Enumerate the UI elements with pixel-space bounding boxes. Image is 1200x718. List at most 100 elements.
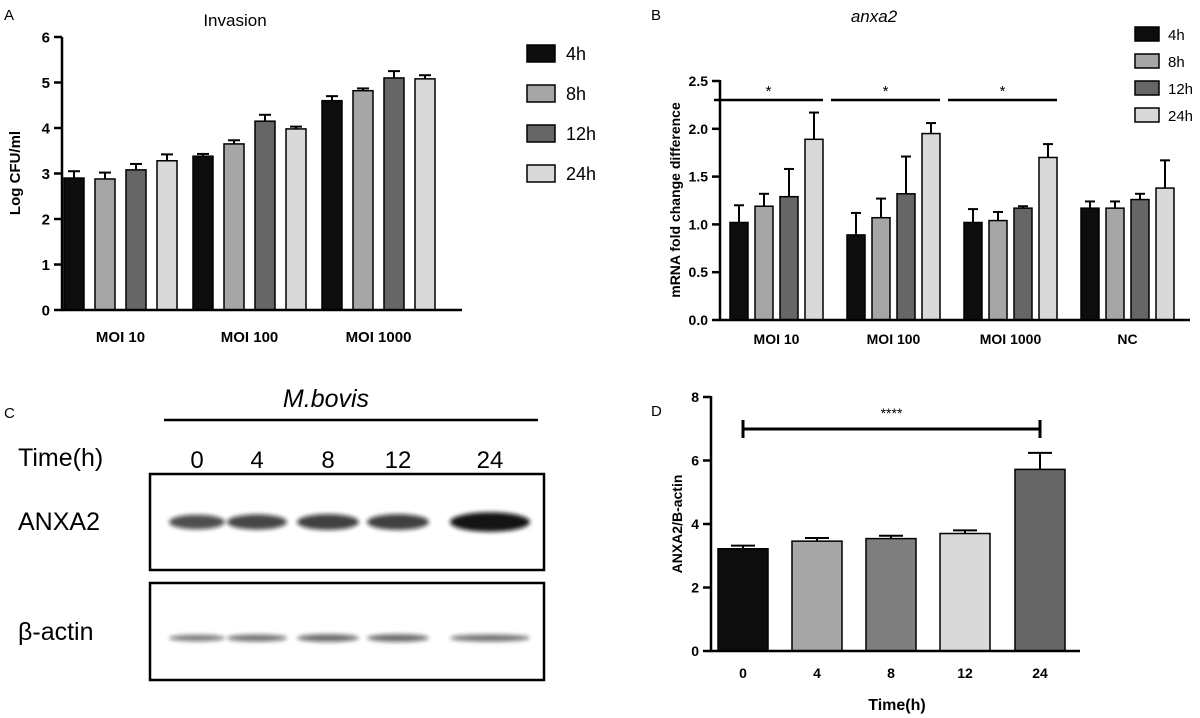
bar-24h-nc [1155, 187, 1175, 321]
y-tick-label: 1 [42, 257, 50, 274]
category-label: 12 [957, 665, 973, 681]
bar-12h-moi-10 [779, 195, 799, 321]
panel-b-y-axis-label: mRNA fold change difference [667, 102, 683, 298]
y-tick-label: 0.5 [689, 264, 709, 280]
category-label: 4 [813, 665, 821, 681]
significance-marker: **** [881, 405, 903, 421]
bar-4h-moi-100 [846, 234, 866, 321]
panel-b-bars [729, 111, 1175, 321]
panel-a-x-axis: MOI 10 MOI 100 MOI 1000 [96, 329, 412, 346]
category-label: MOI 100 [867, 331, 921, 347]
bar-8h-nc [1105, 207, 1125, 321]
panel-b-x-axis: MOI 10 MOI 100 MOI 1000 NC [754, 331, 1138, 347]
bar-4h-moi-10 [729, 221, 749, 321]
panel-a-label: A [4, 7, 14, 24]
bar-time-24 [1014, 468, 1066, 652]
bar-4h-moi-100 [192, 155, 214, 311]
bar-24h-moi-100 [285, 128, 307, 311]
legend-swatch-8h [526, 84, 556, 103]
significance-marker: * [883, 83, 889, 100]
category-label: MOI 10 [96, 329, 145, 346]
significance-marker: * [766, 83, 772, 100]
bar-4h-moi-10 [63, 177, 85, 311]
panel-c-label: C [4, 405, 15, 422]
bar-24h-moi-100 [921, 132, 941, 321]
legend-label: 8h [1168, 54, 1185, 71]
panel-b-y-axis: 0.0 0.5 1.0 1.5 2.0 2.5 [689, 73, 720, 328]
category-label: 24 [1032, 665, 1048, 681]
legend-swatch-4h [1134, 26, 1160, 42]
bar-8h-moi-100 [871, 216, 891, 321]
bar-8h-moi-1000 [988, 219, 1008, 321]
blot-row-label-actin: β-actin [18, 618, 94, 646]
panel-b-legend: 4h 8h 12h 24h [1134, 26, 1193, 125]
legend-label: 4h [566, 44, 586, 64]
significance-marker: * [1000, 83, 1006, 100]
y-tick-label: 3 [42, 166, 50, 183]
legend-label: 12h [566, 124, 596, 144]
legend-label: 24h [1168, 108, 1193, 125]
bar-12h-moi-100 [254, 120, 276, 311]
y-tick-label: 2.0 [689, 121, 709, 137]
y-tick-label: 6 [691, 453, 699, 469]
blot-band-actin-lane [169, 634, 225, 642]
legend-label: 8h [566, 84, 586, 104]
category-label: MOI 1000 [346, 329, 412, 346]
legend-label: 24h [566, 164, 596, 184]
bar-time-0 [717, 548, 769, 652]
blot-time-label: Time(h) [18, 444, 103, 472]
blot-band-actin-lane [450, 634, 530, 642]
bar-4h-nc [1080, 207, 1100, 321]
category-label: MOI 10 [754, 331, 800, 347]
blot-band-anxa2-lane [169, 514, 225, 530]
y-tick-label: 1.5 [689, 169, 709, 185]
y-tick-label: 0 [691, 643, 699, 659]
bar-24h-moi-10 [156, 160, 178, 311]
panel-d-significance: **** [741, 405, 1042, 438]
bar-24h-moi-1000 [1038, 156, 1058, 321]
blot-bands [169, 512, 530, 642]
category-label: 0 [739, 665, 747, 681]
category-label: NC [1117, 331, 1137, 347]
legend-label: 4h [1168, 27, 1185, 44]
bar-8h-moi-10 [94, 178, 116, 311]
y-tick-label: 5 [42, 75, 50, 92]
legend-swatch-8h [1134, 53, 1160, 69]
blot-band-anxa2-lane [367, 514, 429, 530]
bar-24h-moi-1000 [414, 78, 436, 311]
y-tick-label: 1.0 [689, 216, 709, 232]
panel-a-legend: 4h 8h 12h 24h [526, 44, 596, 184]
blot-lane-label: 4 [250, 447, 263, 474]
y-tick-label: 4 [42, 120, 51, 137]
y-tick-label: 8 [691, 389, 699, 405]
panel-b-significance: * * * [714, 83, 1057, 102]
legend-swatch-12h [526, 124, 556, 143]
bar-4h-moi-1000 [963, 221, 983, 321]
bar-8h-moi-1000 [352, 89, 374, 311]
legend-swatch-24h [526, 164, 556, 183]
legend-swatch-12h [1134, 80, 1160, 96]
bar-24h-moi-10 [804, 138, 824, 321]
panel-a-y-axis: 0 1 2 3 4 5 6 [42, 29, 62, 319]
bar-time-4 [791, 540, 843, 652]
bar-8h-moi-10 [754, 205, 774, 321]
bar-time-12 [939, 532, 991, 652]
category-label: 8 [887, 665, 895, 681]
y-tick-label: 2.5 [689, 73, 709, 89]
y-tick-label: 4 [691, 516, 699, 532]
panel-d-y-axis: 0 2 4 6 8 [691, 389, 711, 659]
y-tick-label: 2 [42, 211, 50, 228]
y-tick-label: 6 [42, 29, 50, 46]
panel-d-x-axis-label: Time(h) [868, 697, 925, 714]
bar-12h-moi-100 [896, 193, 916, 321]
blot-lane-labels: 0 4 8 12 24 [190, 447, 503, 474]
category-label: MOI 1000 [980, 331, 1042, 347]
blot-row-label-anxa2: ANXA2 [18, 508, 100, 536]
category-label: MOI 100 [221, 329, 279, 346]
panel-b-label: B [651, 7, 661, 24]
y-tick-label: 2 [691, 580, 699, 596]
panel-b-title: anxa2 [851, 7, 898, 26]
panel-d-y-axis-label: ANXA2/B-actin [669, 475, 685, 574]
